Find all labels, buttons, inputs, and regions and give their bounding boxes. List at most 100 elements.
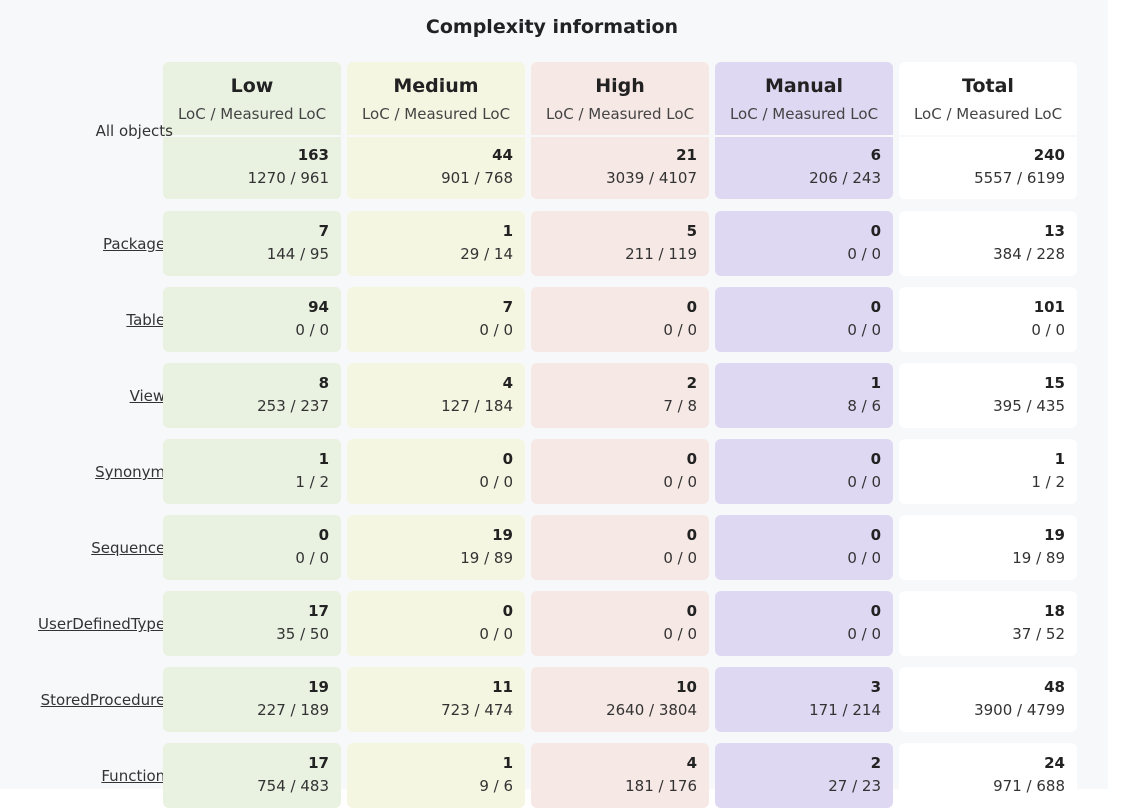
- table-cell-low: 7 144 / 95: [163, 211, 341, 276]
- scroll-gutter: [1108, 0, 1124, 789]
- object-count: 1: [502, 754, 513, 772]
- table-cell-low: 17 754 / 483: [163, 743, 341, 808]
- table-cell-manual: 0 0 / 0: [715, 211, 893, 276]
- column-card-low: Low LoC / Measured LoC 163 1270 / 961: [163, 62, 341, 199]
- loc-measured: 0 / 0: [663, 473, 697, 491]
- column-subtitle: LoC / Measured LoC: [361, 105, 511, 123]
- loc-measured: 0 / 0: [1031, 321, 1065, 339]
- table-cell-medium: 4 127 / 184: [347, 363, 525, 428]
- row-link-userdefinedtypes[interactable]: UserDefinedTypes: [38, 615, 173, 633]
- loc-measured: 723 / 474: [441, 701, 513, 719]
- column-header-low: Low LoC / Measured LoC: [163, 62, 341, 135]
- column-header-medium: Medium LoC / Measured LoC: [347, 62, 525, 135]
- loc-measured: 8 / 6: [847, 397, 881, 415]
- column-subtitle: LoC / Measured LoC: [729, 105, 879, 123]
- object-count: 8: [318, 374, 329, 392]
- object-count: 24: [1044, 754, 1065, 772]
- table-cell-total: 101 0 / 0: [899, 287, 1077, 352]
- row-label-all-objects: All objects: [95, 122, 173, 140]
- table-cell-high: 0 0 / 0: [531, 287, 709, 352]
- loc-measured: 971 / 688: [993, 777, 1065, 795]
- loc-measured: 1 / 2: [295, 473, 329, 491]
- object-count: 10: [676, 678, 697, 696]
- object-count: 5: [686, 222, 697, 240]
- loc-measured: 0 / 0: [663, 625, 697, 643]
- column-name: Total: [962, 75, 1014, 97]
- row-link-sequences[interactable]: Sequences: [91, 539, 173, 557]
- object-count: 48: [1044, 678, 1065, 696]
- table-cell-medium: 11 723 / 474: [347, 667, 525, 732]
- row-link-views[interactable]: Views: [129, 387, 173, 405]
- object-count: 1: [1054, 450, 1065, 468]
- column-card-high: High LoC / Measured LoC 21 3039 / 4107: [531, 62, 709, 199]
- loc-measured: 253 / 237: [257, 397, 329, 415]
- table-cell-total: 18 37 / 52: [899, 591, 1077, 656]
- object-count: 7: [502, 298, 513, 316]
- table-cell-total: 1 1 / 2: [899, 439, 1077, 504]
- loc-measured: 0 / 0: [663, 321, 697, 339]
- loc-measured: 35 / 50: [276, 625, 329, 643]
- loc-measured: 27 / 23: [828, 777, 881, 795]
- row-link-tables[interactable]: Tables: [126, 311, 173, 329]
- column-header-manual: Manual LoC / Measured LoC: [715, 62, 893, 135]
- table-cell-manual: 2 27 / 23: [715, 743, 893, 808]
- row-link-synonyms[interactable]: Synonyms: [95, 463, 173, 481]
- object-count: 0: [686, 526, 697, 544]
- table-cell-low: 94 0 / 0: [163, 287, 341, 352]
- all-objects-cell-medium: 44 901 / 768: [347, 137, 525, 199]
- table-cell-low: 1 1 / 2: [163, 439, 341, 504]
- loc-measured: 0 / 0: [295, 549, 329, 567]
- loc-measured: 9 / 6: [479, 777, 513, 795]
- object-count: 19: [1044, 526, 1065, 544]
- loc-measured: 0 / 0: [847, 245, 881, 263]
- loc-measured: 227 / 189: [257, 701, 329, 719]
- object-count: 1: [870, 374, 881, 392]
- table-cell-medium: 19 19 / 89: [347, 515, 525, 580]
- column-card-total: Total LoC / Measured LoC 240 5557 / 6199: [899, 62, 1077, 199]
- object-count: 0: [686, 298, 697, 316]
- object-count: 17: [308, 754, 329, 772]
- table-cell-high: 0 0 / 0: [531, 591, 709, 656]
- table-cell-total: 19 19 / 89: [899, 515, 1077, 580]
- loc-measured: 19 / 89: [460, 549, 513, 567]
- table-cell-manual: 0 0 / 0: [715, 287, 893, 352]
- object-count: 94: [308, 298, 329, 316]
- object-count: 2: [686, 374, 697, 392]
- loc-measured: 0 / 0: [479, 321, 513, 339]
- loc-measured: 5557 / 6199: [974, 169, 1065, 187]
- table-cell-high: 2 7 / 8: [531, 363, 709, 428]
- table-cell-high: 5 211 / 119: [531, 211, 709, 276]
- loc-measured: 181 / 176: [625, 777, 697, 795]
- table-cell-total: 48 3900 / 4799: [899, 667, 1077, 732]
- loc-measured: 29 / 14: [460, 245, 513, 263]
- object-count: 0: [686, 602, 697, 620]
- column-subtitle: LoC / Measured LoC: [177, 105, 327, 123]
- table-cell-manual: 0 0 / 0: [715, 591, 893, 656]
- column-name: Low: [230, 75, 274, 97]
- object-count: 21: [676, 146, 697, 164]
- column-subtitle: LoC / Measured LoC: [913, 105, 1063, 123]
- all-objects-cell-high: 21 3039 / 4107: [531, 137, 709, 199]
- table-cell-manual: 1 8 / 6: [715, 363, 893, 428]
- table-cell-medium: 1 29 / 14: [347, 211, 525, 276]
- loc-measured: 7 / 8: [663, 397, 697, 415]
- object-count: 4: [686, 754, 697, 772]
- loc-measured: 127 / 184: [441, 397, 513, 415]
- loc-measured: 37 / 52: [1012, 625, 1065, 643]
- object-count: 1: [318, 450, 329, 468]
- loc-measured: 0 / 0: [479, 625, 513, 643]
- loc-measured: 384 / 228: [993, 245, 1065, 263]
- loc-measured: 0 / 0: [847, 549, 881, 567]
- object-count: 101: [1033, 298, 1065, 316]
- row-link-functions[interactable]: Functions: [101, 767, 173, 785]
- loc-measured: 0 / 0: [479, 473, 513, 491]
- loc-measured: 3900 / 4799: [974, 701, 1065, 719]
- object-count: 44: [492, 146, 513, 164]
- row-link-packages[interactable]: Packages: [103, 235, 173, 253]
- column-header-high: High LoC / Measured LoC: [531, 62, 709, 135]
- object-count: 2: [870, 754, 881, 772]
- loc-measured: 1270 / 961: [247, 169, 329, 187]
- table-cell-high: 10 2640 / 3804: [531, 667, 709, 732]
- row-link-storedprocedures[interactable]: StoredProcedures: [40, 691, 173, 709]
- loc-measured: 171 / 214: [809, 701, 881, 719]
